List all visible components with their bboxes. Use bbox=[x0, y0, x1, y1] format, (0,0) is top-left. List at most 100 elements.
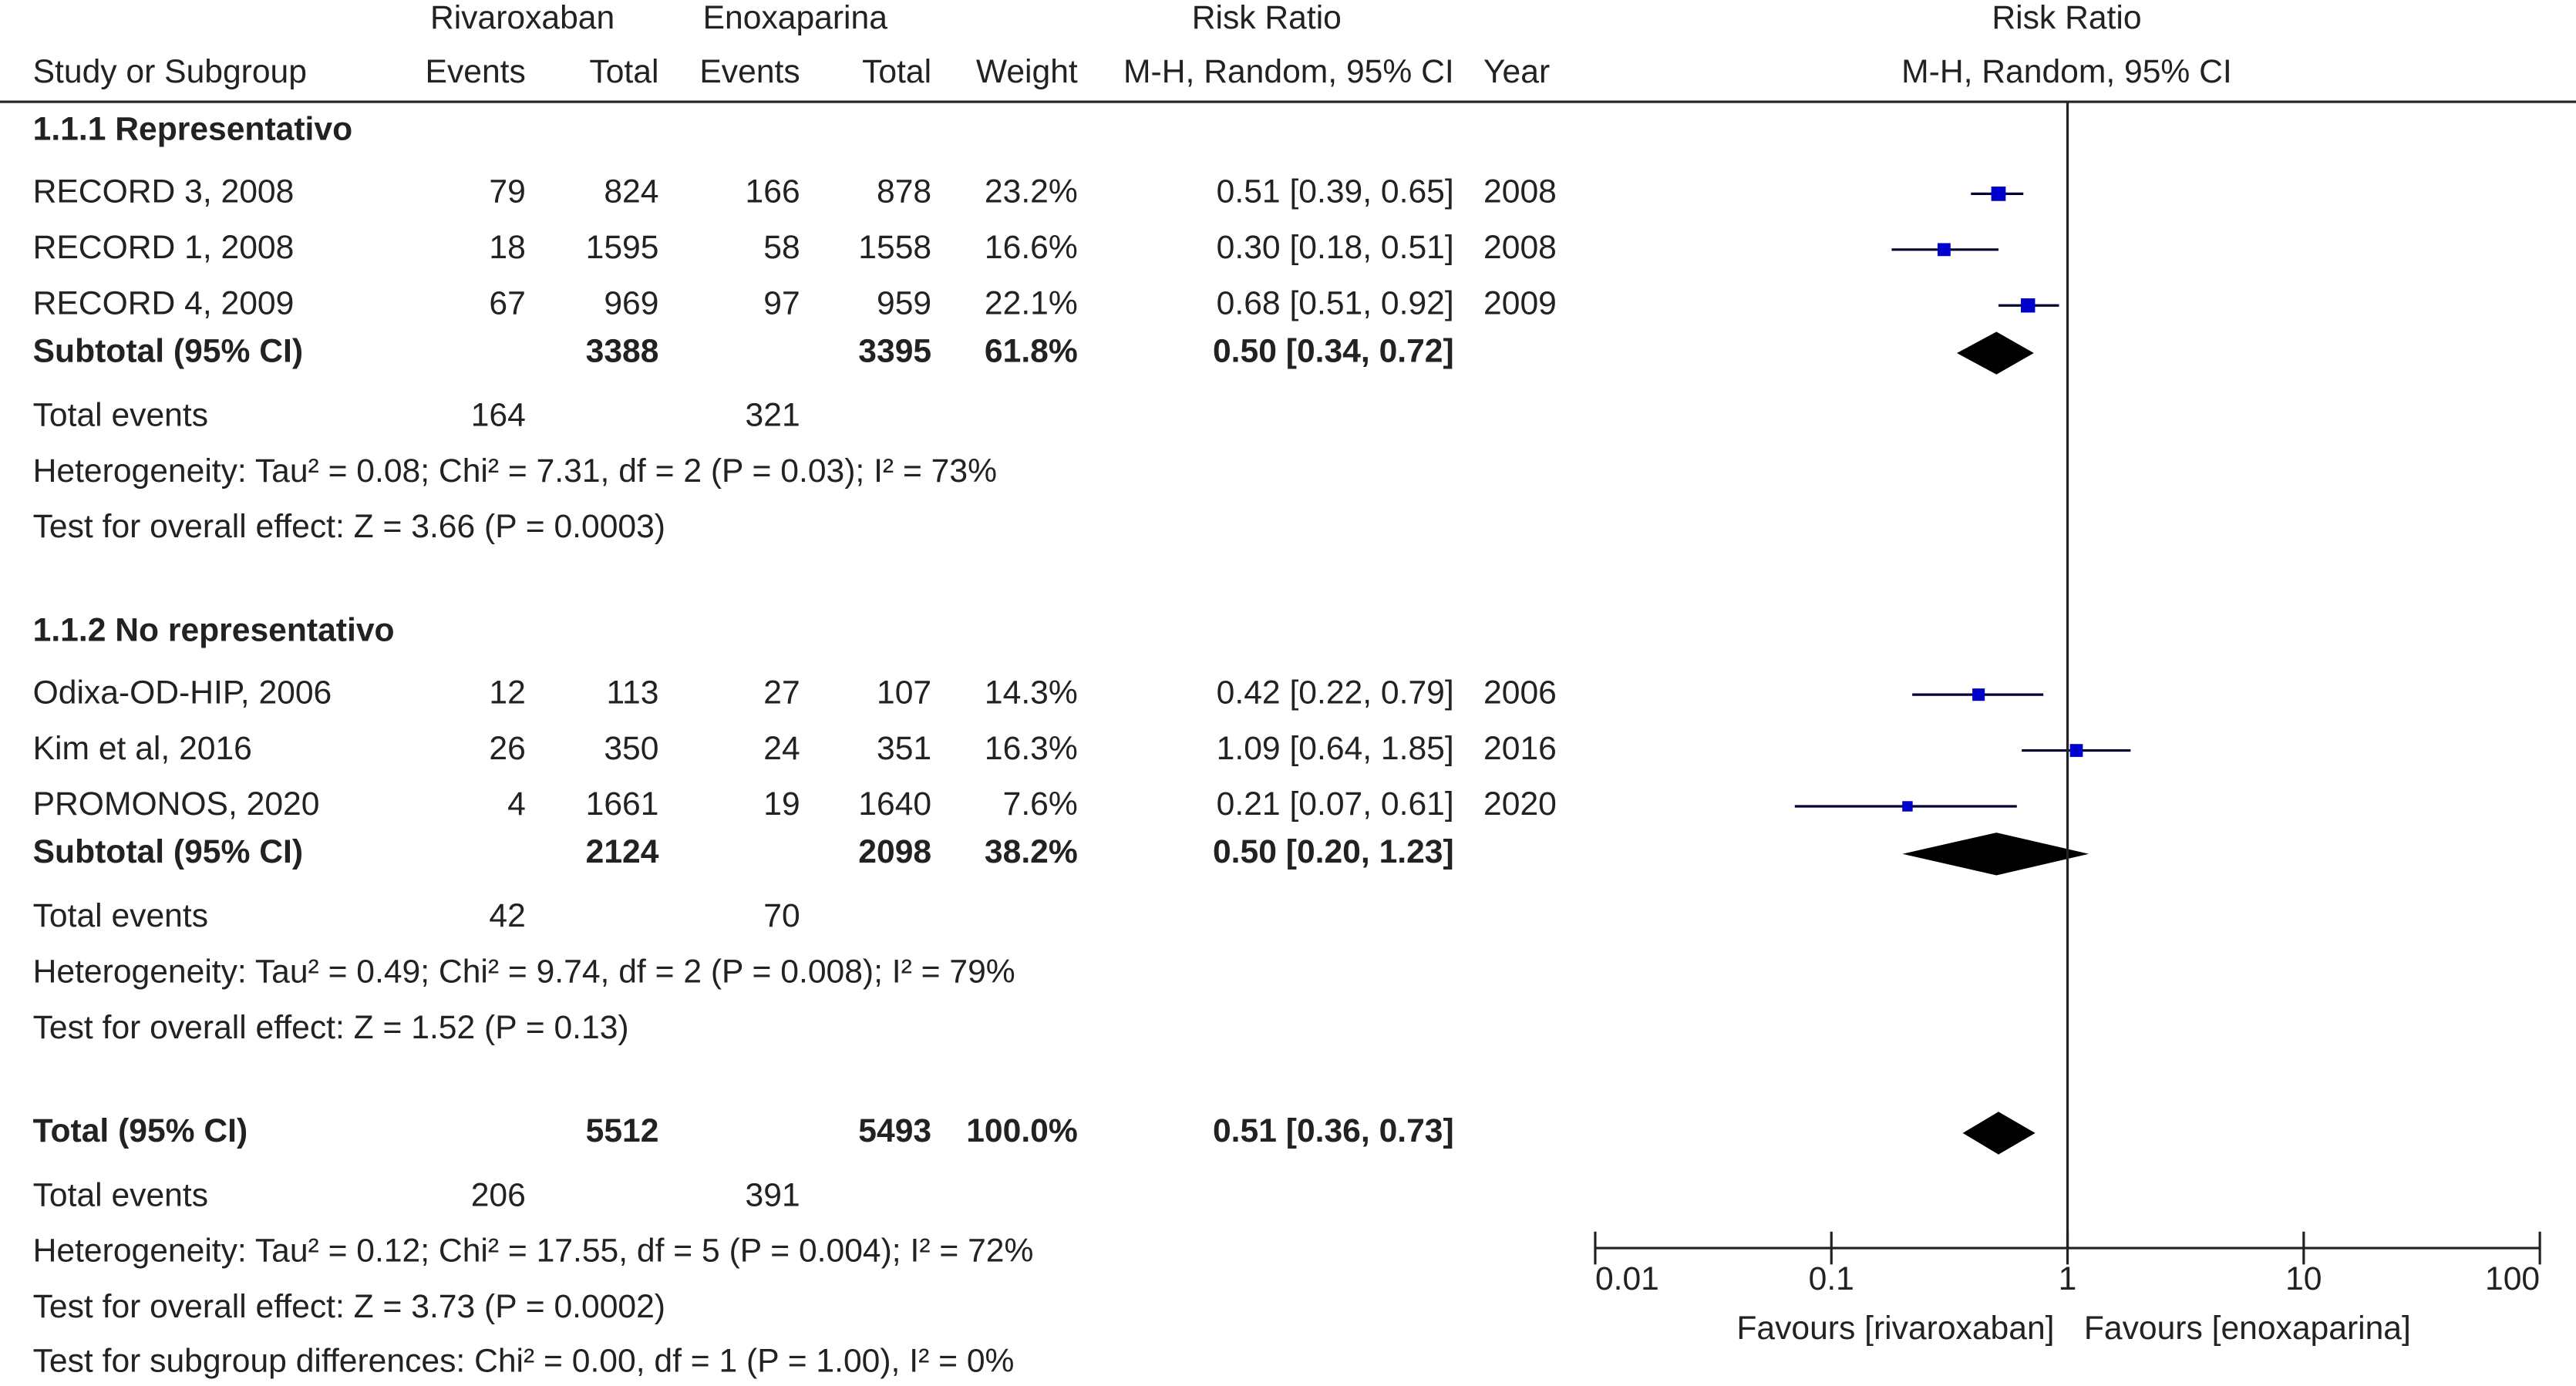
x-tick-label: 0.1 bbox=[1809, 1260, 1854, 1297]
cell: 24 bbox=[763, 730, 800, 767]
events-value: 164 bbox=[471, 396, 526, 433]
study-name: Kim et al, 2016 bbox=[33, 730, 252, 767]
summary-total: 3388 bbox=[586, 332, 659, 369]
x-tick-label: 1 bbox=[2059, 1260, 2077, 1297]
cell: 0.21 [0.07, 0.61] bbox=[1217, 786, 1454, 823]
cell: 27 bbox=[763, 674, 800, 711]
summary-total: 2098 bbox=[858, 833, 931, 870]
cell: 0.51 [0.39, 0.65] bbox=[1217, 173, 1454, 210]
summary-total: 2124 bbox=[586, 833, 659, 870]
plot-subtitle: M-H, Random, 95% CI bbox=[1901, 53, 2232, 90]
column-header: Year bbox=[1483, 53, 1550, 90]
column-header: Study or Subgroup bbox=[33, 53, 307, 90]
summary-weight: 38.2% bbox=[985, 833, 1078, 870]
column-header: Weight bbox=[976, 53, 1078, 90]
column-header: Total bbox=[862, 53, 931, 90]
summary-ci: 0.50 [0.34, 0.72] bbox=[1213, 332, 1454, 369]
cell: 4 bbox=[507, 786, 526, 823]
study-name: PROMONOS, 2020 bbox=[33, 786, 320, 823]
cell: 166 bbox=[746, 173, 800, 210]
group-header: Rivaroxaban bbox=[430, 0, 615, 36]
cell: 1558 bbox=[858, 229, 931, 266]
cell: 2016 bbox=[1483, 730, 1557, 767]
pooled-diamond bbox=[1902, 833, 2089, 876]
summary-weight: 100.0% bbox=[966, 1112, 1078, 1149]
cell: 23.2% bbox=[985, 173, 1078, 210]
effect-header: Risk Ratio bbox=[1192, 0, 1342, 36]
cell: 2009 bbox=[1483, 284, 1557, 321]
effect-square bbox=[2021, 298, 2036, 313]
cell: 12 bbox=[489, 674, 525, 711]
events-value: 70 bbox=[763, 897, 800, 934]
cell: 0.42 [0.22, 0.79] bbox=[1217, 674, 1454, 711]
cell: 959 bbox=[877, 284, 931, 321]
events-label: Total events bbox=[33, 897, 208, 934]
study-name: RECORD 4, 2009 bbox=[33, 284, 295, 321]
cell: 7.6% bbox=[1003, 786, 1078, 823]
favours-label: Favours [rivaroxaban] bbox=[1736, 1310, 2054, 1347]
summary-ci: 0.51 [0.36, 0.73] bbox=[1213, 1112, 1454, 1149]
cell: 2008 bbox=[1483, 229, 1557, 266]
cell: 26 bbox=[489, 730, 525, 767]
cell: 2008 bbox=[1483, 173, 1557, 210]
events-value: 391 bbox=[746, 1176, 800, 1213]
cell: 18 bbox=[489, 229, 525, 266]
effect-square bbox=[2069, 744, 2083, 757]
column-header: Events bbox=[699, 53, 800, 90]
summary-total: 5493 bbox=[858, 1112, 931, 1149]
cell: 107 bbox=[877, 674, 931, 711]
cell: 22.1% bbox=[985, 284, 1078, 321]
subgroup-title: 1.1.1 Representativo bbox=[33, 111, 352, 148]
summary-label: Subtotal (95% CI) bbox=[33, 332, 303, 369]
summary-weight: 61.8% bbox=[985, 332, 1078, 369]
group-header: Enoxaparina bbox=[703, 0, 888, 36]
effect-square bbox=[1991, 187, 2006, 201]
heterogeneity: Heterogeneity: Tau² = 0.49; Chi² = 9.74,… bbox=[33, 954, 1015, 991]
events-value: 42 bbox=[489, 897, 525, 934]
heterogeneity: Heterogeneity: Tau² = 0.08; Chi² = 7.31,… bbox=[33, 452, 997, 489]
cell: 14.3% bbox=[985, 674, 1078, 711]
x-tick-label: 0.01 bbox=[1595, 1260, 1659, 1297]
plot-title: Risk Ratio bbox=[1992, 0, 2141, 36]
subgroup-title: 1.1.2 No representativo bbox=[33, 611, 395, 648]
x-tick-label: 10 bbox=[2285, 1260, 2322, 1297]
effect-square bbox=[1902, 801, 1913, 812]
events-label: Total events bbox=[33, 396, 208, 433]
cell: 2006 bbox=[1483, 674, 1557, 711]
summary-label: Total (95% CI) bbox=[33, 1112, 248, 1149]
cell: 97 bbox=[763, 284, 800, 321]
overall-effect: Test for overall effect: Z = 3.66 (P = 0… bbox=[33, 508, 665, 545]
cell: 824 bbox=[604, 173, 658, 210]
cell: 0.30 [0.18, 0.51] bbox=[1217, 229, 1454, 266]
pooled-diamond bbox=[1957, 331, 2034, 375]
subgroup-test: Test for subgroup differences: Chi² = 0.… bbox=[33, 1342, 1015, 1379]
column-header: M-H, Random, 95% CI bbox=[1123, 53, 1454, 90]
effect-square bbox=[1937, 243, 1951, 257]
cell: 16.6% bbox=[985, 229, 1078, 266]
cell: 969 bbox=[604, 284, 658, 321]
cell: 67 bbox=[489, 284, 525, 321]
study-name: RECORD 3, 2008 bbox=[33, 173, 295, 210]
cell: 1.09 [0.64, 1.85] bbox=[1217, 730, 1454, 767]
cell: 79 bbox=[489, 173, 525, 210]
study-name: RECORD 1, 2008 bbox=[33, 229, 295, 266]
column-header: Events bbox=[426, 53, 526, 90]
summary-total: 5512 bbox=[586, 1112, 659, 1149]
events-value: 206 bbox=[471, 1176, 526, 1213]
cell: 2020 bbox=[1483, 786, 1557, 823]
overall-effect: Test for overall effect: Z = 1.52 (P = 0… bbox=[33, 1009, 629, 1046]
cell: 351 bbox=[877, 730, 931, 767]
cell: 0.68 [0.51, 0.92] bbox=[1217, 284, 1454, 321]
summary-label: Subtotal (95% CI) bbox=[33, 833, 303, 870]
pooled-diamond bbox=[1962, 1112, 2036, 1155]
cell: 1640 bbox=[858, 786, 931, 823]
summary-total: 3395 bbox=[858, 332, 931, 369]
cell: 878 bbox=[877, 173, 931, 210]
cell: 58 bbox=[763, 229, 800, 266]
favours-label: Favours [enoxaparina] bbox=[2084, 1310, 2411, 1347]
overall-effect: Test for overall effect: Z = 3.73 (P = 0… bbox=[33, 1288, 665, 1325]
x-tick-label: 100 bbox=[2485, 1260, 2540, 1297]
effect-square bbox=[1972, 688, 1985, 701]
